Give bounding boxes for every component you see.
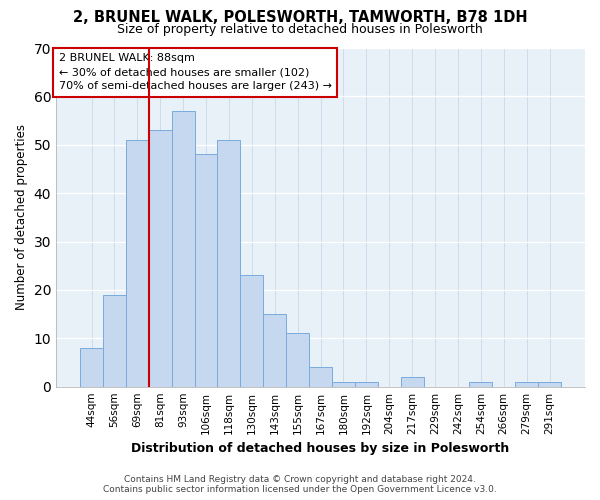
Bar [241,276,263,386]
Text: Contains HM Land Registry data © Crown copyright and database right 2024.
Contai: Contains HM Land Registry data © Crown c… [103,474,497,494]
Bar [103,295,126,386]
Bar [401,377,424,386]
Bar [149,130,172,386]
Bar [355,382,378,386]
Text: Size of property relative to detached houses in Polesworth: Size of property relative to detached ho… [117,22,483,36]
Text: 2, BRUNEL WALK, POLESWORTH, TAMWORTH, B78 1DH: 2, BRUNEL WALK, POLESWORTH, TAMWORTH, B7… [73,10,527,25]
Bar [172,111,194,386]
X-axis label: Distribution of detached houses by size in Polesworth: Distribution of detached houses by size … [131,442,509,455]
Bar [538,382,561,386]
Bar [332,382,355,386]
Text: 2 BRUNEL WALK: 88sqm
← 30% of detached houses are smaller (102)
70% of semi-deta: 2 BRUNEL WALK: 88sqm ← 30% of detached h… [59,53,332,91]
Bar [194,154,217,386]
Bar [286,334,309,386]
Bar [469,382,492,386]
Bar [309,368,332,386]
Y-axis label: Number of detached properties: Number of detached properties [15,124,28,310]
Bar [515,382,538,386]
Bar [126,140,149,386]
Bar [80,348,103,387]
Bar [217,140,241,386]
Bar [263,314,286,386]
